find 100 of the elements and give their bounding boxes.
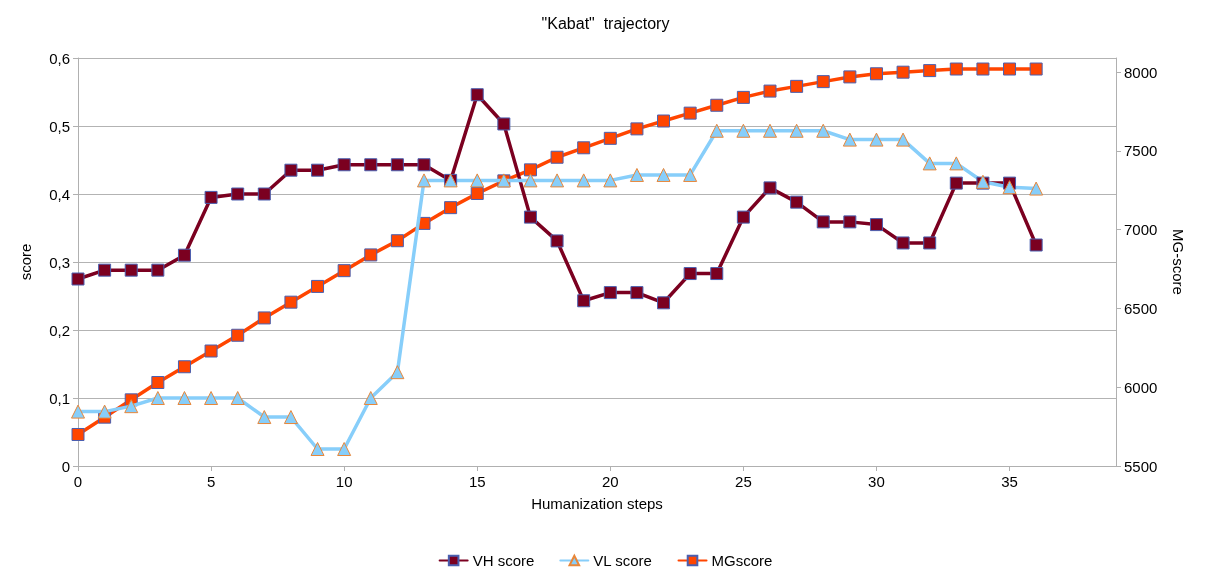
point bbox=[1002, 180, 1017, 195]
point bbox=[630, 122, 644, 136]
point bbox=[257, 187, 271, 201]
point bbox=[843, 215, 857, 229]
point bbox=[922, 156, 937, 171]
point bbox=[151, 263, 165, 277]
point bbox=[364, 248, 378, 262]
y2-tick-label: 7500 bbox=[1124, 142, 1158, 160]
point bbox=[789, 123, 804, 138]
point bbox=[124, 399, 139, 414]
y2-axis-title: MG-score bbox=[1170, 229, 1187, 295]
point bbox=[151, 376, 165, 390]
point bbox=[869, 67, 883, 81]
point bbox=[790, 195, 804, 209]
x-tick-label: 0 bbox=[73, 473, 83, 490]
point bbox=[470, 186, 484, 200]
point bbox=[124, 263, 138, 277]
point bbox=[390, 365, 405, 380]
point bbox=[683, 106, 697, 120]
point bbox=[231, 328, 245, 342]
point bbox=[843, 70, 857, 84]
point bbox=[257, 311, 271, 325]
point bbox=[683, 167, 698, 182]
x-tick-label: 10 bbox=[335, 473, 353, 490]
point bbox=[710, 267, 724, 281]
x-tick-label: 30 bbox=[868, 473, 885, 490]
point bbox=[949, 176, 963, 190]
point bbox=[736, 90, 750, 104]
y-axis-title: score bbox=[17, 243, 34, 281]
y2-tick-label: 6000 bbox=[1124, 378, 1158, 396]
legend-label: MGscore bbox=[711, 552, 773, 569]
point bbox=[629, 167, 644, 182]
point bbox=[523, 210, 537, 224]
point bbox=[204, 391, 219, 405]
point bbox=[284, 163, 298, 177]
point bbox=[311, 279, 325, 293]
point bbox=[257, 410, 272, 425]
point bbox=[204, 344, 218, 358]
point bbox=[444, 201, 458, 215]
point bbox=[523, 173, 538, 188]
point bbox=[923, 236, 937, 250]
point bbox=[71, 272, 85, 286]
point bbox=[98, 263, 112, 277]
y-tick-label: 0,6 bbox=[49, 49, 70, 67]
point bbox=[523, 163, 537, 177]
point bbox=[177, 360, 191, 374]
point bbox=[976, 62, 990, 76]
point bbox=[736, 210, 750, 224]
y-tick-label: 0,3 bbox=[49, 253, 70, 271]
point bbox=[231, 187, 245, 201]
point bbox=[630, 286, 644, 300]
x-tick-label: 5 bbox=[206, 473, 216, 490]
chart-title: "Kabat" trajectory bbox=[541, 14, 670, 32]
point bbox=[896, 65, 910, 79]
point bbox=[337, 264, 351, 278]
point bbox=[1029, 181, 1044, 196]
point bbox=[150, 391, 165, 405]
point bbox=[497, 117, 511, 131]
point bbox=[657, 296, 671, 310]
point bbox=[230, 391, 245, 405]
point bbox=[949, 156, 964, 171]
point bbox=[470, 88, 484, 102]
point bbox=[363, 391, 378, 405]
point bbox=[283, 410, 298, 425]
x-axis-title: Humanization steps bbox=[531, 495, 663, 512]
point bbox=[71, 427, 85, 441]
point bbox=[1029, 62, 1043, 76]
point bbox=[683, 267, 697, 281]
y2-tick-label: 7000 bbox=[1124, 221, 1158, 239]
point bbox=[603, 131, 617, 145]
point bbox=[816, 75, 830, 89]
point bbox=[763, 84, 777, 98]
point bbox=[577, 141, 591, 155]
x-tick-label: 20 bbox=[601, 473, 619, 490]
point bbox=[790, 79, 804, 93]
point bbox=[550, 150, 564, 164]
point bbox=[923, 64, 937, 78]
point bbox=[97, 404, 112, 419]
point bbox=[204, 190, 218, 204]
point bbox=[577, 294, 591, 308]
point bbox=[284, 295, 298, 309]
point bbox=[763, 123, 777, 138]
point bbox=[470, 173, 485, 188]
point bbox=[842, 132, 857, 147]
point bbox=[417, 173, 431, 188]
y2-tick-label: 5500 bbox=[1124, 457, 1158, 475]
point bbox=[656, 167, 671, 182]
point bbox=[603, 173, 618, 188]
point bbox=[1029, 238, 1043, 252]
point bbox=[869, 218, 883, 232]
point bbox=[949, 62, 963, 76]
y-tick-label: 0,4 bbox=[49, 185, 70, 203]
x-tick-label: 35 bbox=[1001, 473, 1018, 490]
y2-tick-label: 6500 bbox=[1124, 299, 1158, 317]
point bbox=[550, 173, 565, 188]
point bbox=[896, 236, 910, 250]
point bbox=[311, 163, 325, 177]
legend-label: VH score bbox=[472, 552, 535, 569]
point bbox=[364, 158, 378, 172]
point bbox=[816, 123, 831, 138]
